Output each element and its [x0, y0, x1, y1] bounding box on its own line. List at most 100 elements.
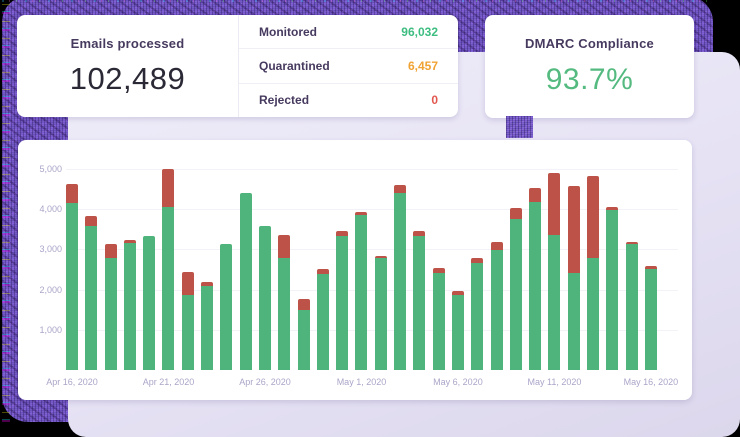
- email-volume-chart-card: 1,000 2,000 3,000 4,000 5,000 Apr 16, 2020 Ap…: [18, 140, 692, 400]
- monitored-segment: [278, 258, 291, 370]
- bar-may-15-2020: [625, 242, 638, 370]
- monitored-segment: [143, 235, 156, 370]
- quarantined-value: 6,457: [407, 58, 438, 73]
- dmarc-compliance-title: DMARC Compliance: [525, 36, 654, 51]
- bar-may-14-2020: [606, 207, 619, 370]
- x-tick-label: May 16, 2020: [623, 377, 679, 387]
- monitored-segment: [162, 207, 175, 370]
- gridline-4000: [66, 209, 678, 211]
- monitored-segment: [644, 268, 657, 370]
- quarantined-segment: [162, 169, 175, 208]
- y-tick-label: 5,000: [39, 164, 62, 174]
- bar-may-4-2020: [413, 230, 426, 370]
- monitored-segment: [451, 294, 464, 370]
- bar-may-7-2020: [471, 257, 484, 370]
- quarantined-segment: [509, 207, 522, 220]
- x-tick-label: Apr 16, 2020: [46, 377, 98, 387]
- emails-processed-section: Emails processed 102,489: [17, 15, 239, 117]
- monitored-segment: [625, 244, 638, 370]
- bar-may-8-2020: [490, 242, 503, 370]
- monitored-segment: [66, 203, 78, 370]
- quarantined-segment: [104, 244, 117, 259]
- monitored-segment: [123, 243, 136, 370]
- bar-apr-23-2020: [201, 281, 214, 370]
- emails-processed-value: 102,489: [69, 60, 186, 96]
- monitored-segment: [104, 258, 117, 370]
- monitored-segment: [297, 310, 310, 370]
- monitored-segment: [394, 192, 407, 370]
- x-tick-label: Apr 26, 2020: [239, 377, 291, 387]
- dmarc-compliance-value: 93.7%: [545, 63, 634, 96]
- quarantined-segment: [201, 281, 214, 286]
- quarantined-segment: [432, 268, 445, 274]
- quarantined-segment: [413, 230, 426, 237]
- quarantined-segment: [490, 242, 503, 250]
- monitored-segment: [201, 285, 214, 370]
- x-tick-label: Apr 21, 2020: [142, 377, 195, 387]
- bar-may-9-2020: [509, 207, 522, 370]
- quarantined-segment: [529, 188, 542, 203]
- monitored-label: Monitored: [259, 24, 317, 39]
- quarantined-label: Quarantined: [259, 58, 330, 73]
- bar-apr-29-2020: [316, 268, 329, 370]
- monitored-segment: [567, 273, 580, 370]
- monitored-segment: [258, 226, 271, 370]
- monitored-row: Monitored 96,032: [239, 15, 458, 48]
- monitored-value: 96,032: [401, 24, 438, 39]
- bar-apr-24-2020: [220, 244, 233, 370]
- quarantined-segment: [548, 173, 561, 236]
- gridline-5000: [66, 169, 678, 170]
- quarantined-segment: [297, 299, 310, 311]
- monitored-segment: [85, 226, 98, 370]
- bar-may-13-2020: [587, 175, 600, 370]
- quarantined-segment: [336, 230, 349, 237]
- bar-may-11-2020: May 11, 2020: [527, 173, 581, 387]
- y-tick-label: 4,000: [39, 204, 62, 215]
- quarantined-segment: [85, 216, 98, 227]
- bar-may-3-2020: [394, 185, 407, 370]
- monitored-segment: [374, 258, 387, 370]
- y-tick-label: 2,000: [39, 284, 62, 295]
- quarantined-segment: [451, 290, 464, 295]
- quarantined-segment: [374, 255, 387, 259]
- bar-apr-20-2020: [143, 235, 156, 370]
- bar-may-5-2020: [432, 268, 445, 370]
- quarantined-segment: [625, 242, 638, 245]
- dmarc-compliance-card: DMARC Compliance 93.7%: [485, 15, 694, 118]
- monitored-segment: [432, 273, 445, 370]
- bar-apr-18-2020: [104, 244, 117, 370]
- monitored-segment: [606, 210, 619, 370]
- emails-processed-title: Emails processed: [70, 35, 185, 51]
- quarantined-segment: [66, 183, 78, 204]
- gridline-1000: [66, 329, 678, 331]
- bar-apr-17-2020: [85, 216, 98, 370]
- monitored-segment: [471, 262, 484, 370]
- quarantined-segment: [181, 271, 194, 296]
- bar-apr-25-2020: [239, 193, 252, 370]
- bar-apr-26-2020: Apr 26, 2020: [239, 226, 291, 387]
- bar-apr-27-2020: [278, 234, 291, 370]
- emails-processed-card: Emails processed 102,489 Monitored 96,03…: [17, 15, 458, 117]
- y-tick-label: 1,000: [39, 324, 62, 335]
- quarantined-segment: [471, 257, 484, 263]
- monitored-segment: [529, 202, 542, 370]
- quarantined-segment: [316, 268, 329, 275]
- y-tick-label: 3,000: [39, 244, 62, 255]
- monitored-segment: [336, 236, 349, 370]
- bar-may-12-2020: [567, 185, 580, 370]
- glitch-patch: [506, 116, 533, 138]
- x-tick-label: May 1, 2020: [336, 377, 387, 387]
- rejected-row: Rejected 0: [239, 82, 458, 117]
- bar-may-16-2020: May 16, 2020: [624, 265, 678, 387]
- bar-may-10-2020: [529, 188, 542, 370]
- quarantined-segment: [606, 207, 619, 211]
- rejected-label: Rejected: [259, 93, 310, 108]
- quarantined-segment: [587, 175, 600, 259]
- quarantined-segment: [567, 185, 580, 274]
- breakdown-section: Monitored 96,032 Quarantined 6,457 Rejec…: [239, 15, 458, 117]
- quarantined-segment: [644, 265, 657, 269]
- monitored-segment: [220, 244, 233, 370]
- bar-may-1-2020: May 1, 2020: [337, 212, 386, 387]
- rejected-value: 0: [431, 93, 438, 108]
- bar-plot: Apr 16, 2020 Apr 21, 2020 Apr 26, 2020 May …: [46, 165, 678, 387]
